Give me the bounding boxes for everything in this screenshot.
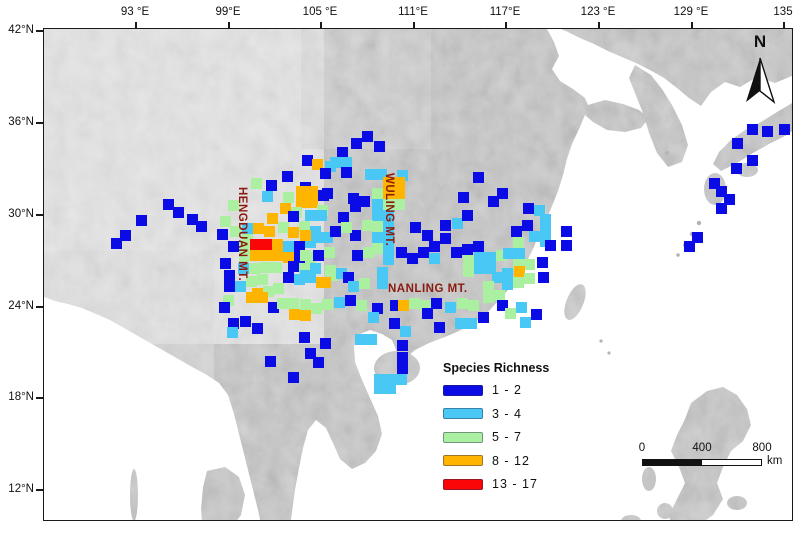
- legend-row: 13 - 17: [443, 477, 573, 491]
- top-axis-tick: [598, 22, 600, 28]
- top-axis-tick: [320, 22, 322, 28]
- left-axis-label: 30°N: [8, 208, 34, 220]
- legend-swatch: [443, 455, 483, 466]
- scale-unit: km: [767, 455, 783, 467]
- annotation-nanling-mt: NANLING MT.: [388, 283, 468, 295]
- top-axis-tick: [691, 22, 693, 28]
- top-axis-tick: [783, 22, 785, 28]
- legend-swatch: [443, 408, 483, 419]
- top-axis-label: 99°E: [215, 6, 241, 18]
- legend-swatch: [443, 478, 483, 490]
- legend-row: 1 - 2: [443, 383, 573, 397]
- legend-title: Species Richness: [443, 361, 550, 375]
- top-axis-tick: [135, 22, 137, 28]
- left-axis-tick: [36, 122, 43, 124]
- legend-rows: 1 - 2 3 - 4 5 - 7 8 - 12 13 - 17: [443, 383, 573, 491]
- left-axis-tick: [36, 306, 43, 308]
- north-arrow-icon: [746, 57, 776, 104]
- legend-row: 3 - 4: [443, 406, 573, 421]
- left-axis-label: 18°N: [8, 391, 34, 403]
- scale-bar-fill: [643, 460, 702, 465]
- legend-label: 3 - 4: [492, 406, 523, 421]
- north-label: N: [753, 32, 767, 51]
- legend-label: 13 - 17: [492, 477, 538, 491]
- map-frame: [43, 28, 793, 521]
- top-axis-label: 135: [773, 6, 793, 18]
- top-axis-tick: [505, 22, 507, 28]
- annotation-wuling-mt: WULING MT.: [383, 173, 395, 247]
- top-axis-label: 111°E: [398, 6, 428, 18]
- left-axis-tick: [36, 489, 43, 491]
- scale-label-0: 0: [638, 442, 646, 454]
- left-axis-tick: [36, 397, 43, 399]
- north-arrow: N: [738, 32, 782, 108]
- top-axis-label: 117°E: [489, 6, 521, 18]
- legend-label: 8 - 12: [492, 453, 530, 468]
- legend-swatch: [443, 431, 483, 443]
- legend: Species Richness 1 - 2 3 - 4 5 - 7 8 - 12 13…: [443, 361, 573, 502]
- left-axis-label: 42°N: [8, 24, 34, 36]
- legend-row: 8 - 12: [443, 453, 573, 468]
- scale-bar-rule: [642, 459, 762, 466]
- legend-label: 1 - 2: [492, 383, 523, 397]
- top-axis-label: 129 °E: [673, 6, 709, 18]
- legend-label: 5 - 7: [492, 430, 523, 444]
- legend-swatch: [443, 384, 483, 396]
- left-axis-label: 36°N: [8, 116, 34, 128]
- top-axis-label: 123 °E: [580, 6, 616, 18]
- annotation-hengduan-mt: HENGDUAN MT.: [236, 187, 248, 282]
- scale-bar: 0 400 800 km: [636, 442, 788, 472]
- left-axis-label: 24°N: [8, 300, 34, 312]
- left-axis-tick: [36, 30, 43, 32]
- top-axis-label: 93 °E: [120, 6, 150, 18]
- scale-label-400: 400: [692, 442, 712, 454]
- top-axis-tick: [413, 22, 415, 28]
- basemap-land-shapes: [44, 29, 792, 520]
- top-axis-label: 105 °E: [302, 6, 338, 18]
- legend-row: 5 - 7: [443, 430, 573, 444]
- top-axis-tick: [228, 22, 230, 28]
- left-axis-label: 12°N: [8, 483, 34, 495]
- scale-label-800: 800: [752, 442, 772, 454]
- left-axis-tick: [36, 214, 43, 216]
